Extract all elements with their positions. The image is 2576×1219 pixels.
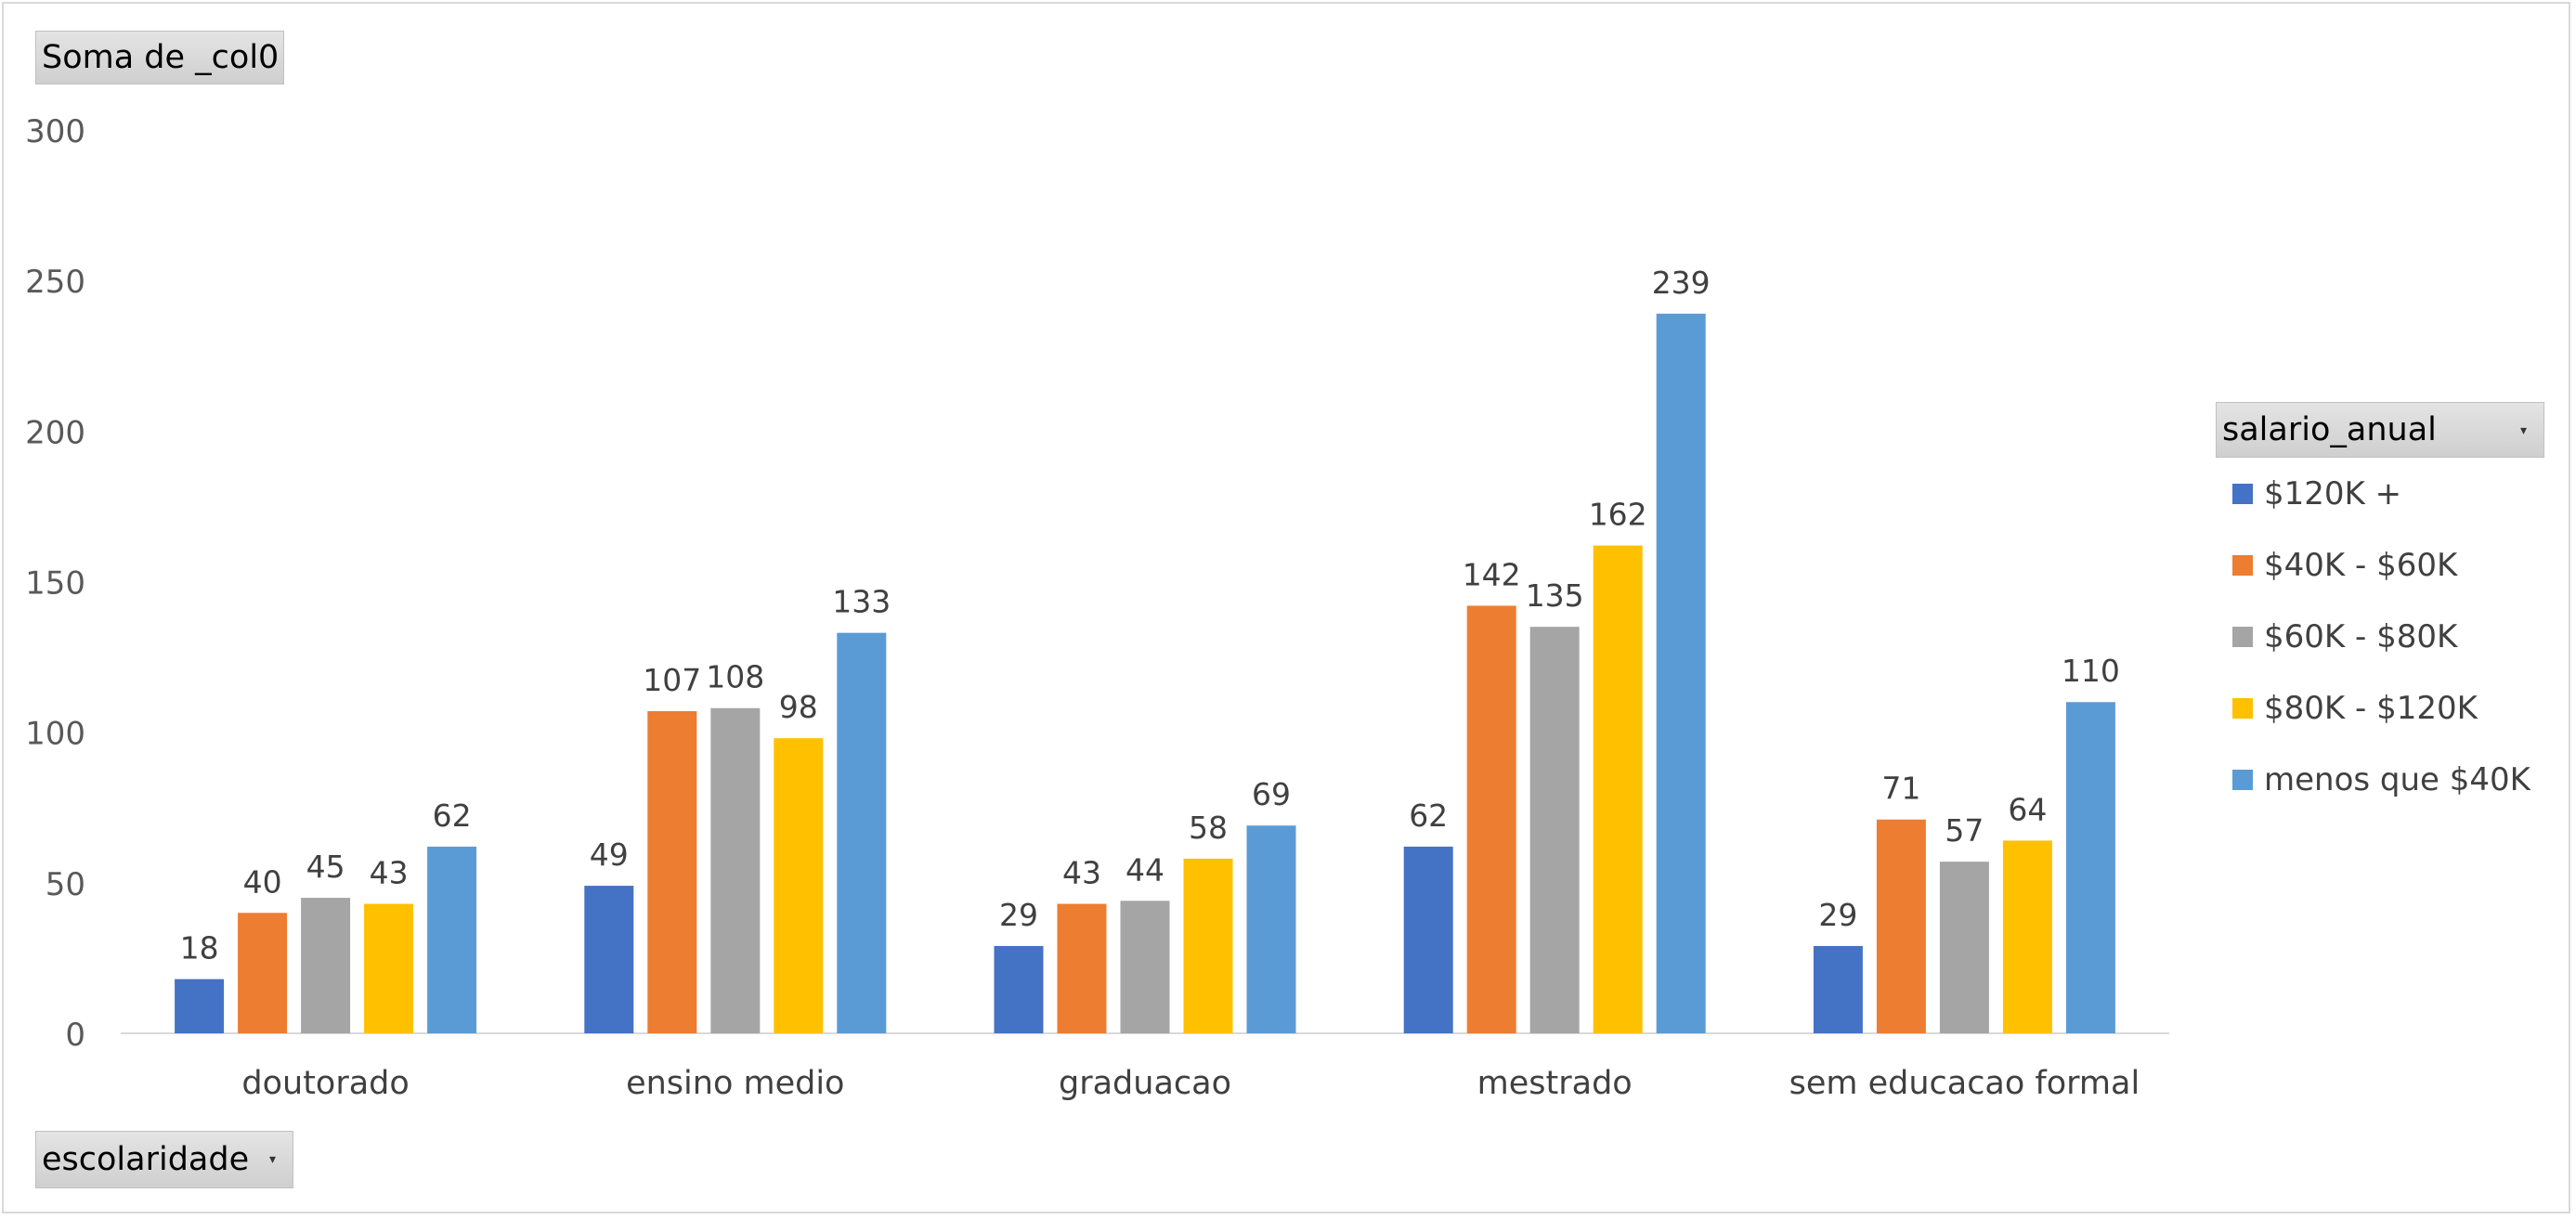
bar: [1813, 945, 1863, 1033]
legend-item[interactable]: menos que $40K: [2232, 752, 2530, 808]
value-field-button[interactable]: Soma de _col0: [35, 31, 284, 84]
bar: [427, 846, 477, 1033]
x-tick-label: graduacao: [1059, 1065, 1231, 1102]
y-tick-label: 50: [46, 866, 85, 903]
data-label: 98: [779, 689, 818, 725]
y-tick-label: 150: [25, 565, 85, 603]
bar: [774, 738, 824, 1033]
legend-label: $80K - $120K: [2264, 690, 2478, 727]
legend-swatch: [2232, 484, 2253, 504]
bar: [175, 979, 225, 1033]
bar: [647, 710, 697, 1033]
axis-field-label: escolaridade: [42, 1141, 250, 1178]
data-label: 133: [832, 584, 891, 620]
bar: [1246, 825, 1296, 1033]
legend-label: $40K - $60K: [2264, 547, 2458, 584]
legend-field-label: salario_anual: [2222, 411, 2437, 448]
data-label: 49: [590, 836, 629, 873]
y-tick-label: 250: [25, 264, 85, 301]
data-label: 40: [243, 863, 282, 900]
x-tick-label: doutorado: [241, 1065, 409, 1102]
bar: [1403, 846, 1453, 1033]
data-label: 162: [1589, 497, 1647, 533]
legend-label: $60K - $80K: [2264, 618, 2458, 655]
bar: [1939, 862, 1989, 1033]
data-label: 107: [643, 662, 701, 698]
legend-swatch: [2232, 627, 2253, 647]
dropdown-arrow-icon[interactable]: ▾: [268, 1152, 276, 1167]
bar: [584, 886, 634, 1033]
legend-label: $120K +: [2264, 475, 2402, 512]
axis-field-button[interactable]: escolaridade ▾: [35, 1131, 293, 1188]
bar: [1529, 627, 1580, 1033]
data-label: 62: [433, 798, 472, 834]
bar: [1057, 903, 1107, 1033]
value-field-label: Soma de _col0: [42, 39, 280, 76]
data-label: 45: [306, 849, 345, 885]
bar: [1593, 545, 1643, 1033]
legend-item[interactable]: $120K +: [2232, 466, 2401, 522]
legend-label: menos que $40K: [2264, 761, 2530, 798]
legend-item[interactable]: $60K - $80K: [2232, 609, 2457, 665]
bar: [2002, 840, 2052, 1033]
data-label: 58: [1189, 810, 1228, 846]
bar: [1656, 313, 1706, 1033]
legend-swatch: [2232, 698, 2253, 719]
y-tick-label: 0: [65, 1017, 85, 1054]
x-tick-label: ensino medio: [626, 1065, 844, 1102]
data-label: 142: [1463, 556, 1521, 592]
data-label: 110: [2062, 653, 2120, 689]
data-label: 69: [1252, 776, 1291, 812]
legend-item[interactable]: $80K - $120K: [2232, 681, 2478, 736]
bar: [301, 898, 351, 1033]
dropdown-arrow-icon[interactable]: ▾: [2519, 423, 2527, 438]
bar: [2065, 702, 2115, 1033]
data-label: 71: [1881, 771, 1920, 807]
data-label: 43: [370, 855, 409, 891]
data-label: 64: [2008, 791, 2047, 827]
bar: [1120, 901, 1170, 1033]
y-tick-label: 200: [25, 414, 85, 451]
data-label: 44: [1125, 851, 1164, 888]
data-label: 108: [706, 659, 764, 695]
bar: [1876, 819, 1926, 1033]
y-tick-label: 100: [25, 716, 85, 753]
x-tick-label: mestrado: [1477, 1065, 1633, 1102]
bar: [1183, 858, 1233, 1033]
data-label: 135: [1526, 577, 1584, 614]
bar: [994, 945, 1044, 1033]
data-label: 57: [1945, 812, 1984, 849]
bar: [1466, 605, 1516, 1033]
x-tick-label: sem educacao formal: [1789, 1065, 2140, 1102]
data-label: 18: [180, 930, 219, 966]
bar: [364, 903, 414, 1033]
data-label: 29: [1818, 897, 1857, 933]
bar: [837, 632, 887, 1033]
legend-swatch: [2232, 770, 2253, 790]
y-tick-label: 300: [25, 113, 85, 150]
data-label: 239: [1652, 265, 1711, 301]
legend-swatch: [2232, 555, 2253, 576]
legend-item[interactable]: $40K - $60K: [2232, 538, 2457, 593]
bar: [238, 913, 288, 1033]
bar: [710, 707, 761, 1033]
data-label: 43: [1062, 855, 1101, 891]
data-label: 62: [1409, 798, 1448, 834]
data-label: 29: [999, 897, 1038, 933]
legend-field-button[interactable]: salario_anual ▾: [2216, 402, 2544, 458]
